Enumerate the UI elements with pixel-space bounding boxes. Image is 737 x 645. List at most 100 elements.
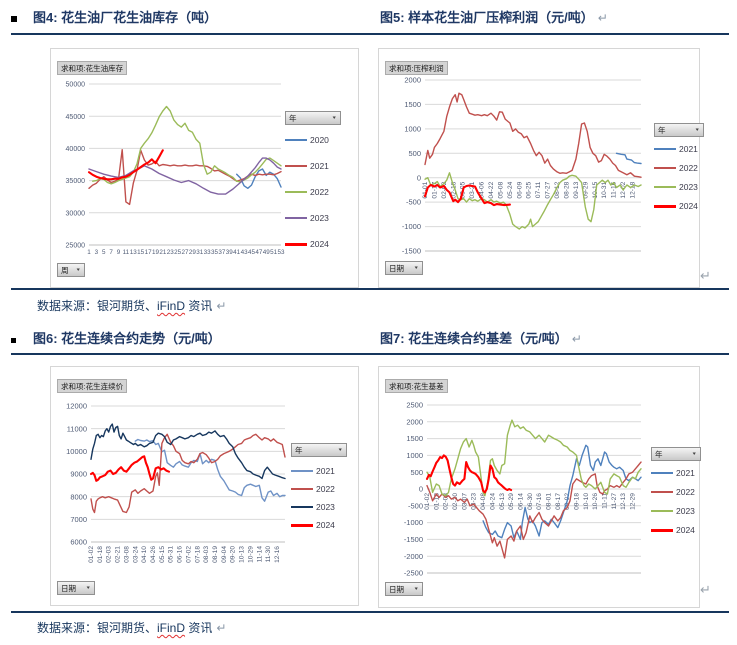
- legend-line-swatch: [651, 528, 673, 532]
- y-axis-tick-label: 2500: [406, 401, 423, 410]
- pivot-field-button[interactable]: 求和项:压榨利润: [385, 61, 448, 75]
- x-axis-tick-label: 33: [204, 249, 212, 256]
- paragraph-return-icon: ↵: [700, 268, 711, 283]
- y-axis-tick-label: -1000: [402, 222, 421, 231]
- data-source-line: 数据来源：银河期货、iFinD 资讯 ↵: [37, 297, 226, 314]
- data-source-line: 数据来源：银河期货、iFinD 资讯 ↵: [37, 619, 226, 636]
- x-axis-tick-label: 53: [277, 249, 285, 256]
- legend-field-button[interactable]: 年 ▼: [285, 111, 341, 125]
- legend-line-swatch: [654, 148, 676, 150]
- legend-label: 2021: [679, 144, 698, 154]
- x-axis-tick-label: 06-09: [516, 181, 523, 198]
- x-axis-tick-label: 07-27: [545, 181, 552, 198]
- series-line-2021: [134, 438, 286, 502]
- y-axis-tick-label: -500: [408, 501, 423, 510]
- series-line-2023: [88, 157, 282, 195]
- legend-label: 2024: [679, 201, 698, 211]
- legend-item-2020: 2020: [285, 135, 329, 145]
- y-axis-tick-label: 0: [417, 173, 421, 182]
- axis-field-button[interactable]: 日期 ▼: [385, 582, 423, 596]
- x-axis-tick-label: 05-31: [168, 546, 175, 563]
- x-axis-tick-label: 3: [95, 249, 99, 256]
- series-line-2023: [426, 419, 642, 497]
- x-axis-tick-label: 19: [152, 249, 160, 256]
- pivot-field-button[interactable]: 求和项:花生连续价: [57, 379, 128, 393]
- x-axis-tick-label: 1: [87, 249, 91, 256]
- legend-label: 2024: [310, 239, 329, 249]
- x-axis-tick-label: 11: [123, 249, 130, 256]
- series-line-2022: [90, 433, 286, 514]
- y-axis-tick-label: 2000: [406, 417, 423, 426]
- chart-canvas: 2000 1500 1000 500 0 -500 -1000 -1500 01-01 01-17…: [402, 76, 642, 256]
- x-axis-tick-label: 11-16: [611, 181, 618, 198]
- x-axis-tick-label: 31: [196, 249, 204, 256]
- legend-line-swatch: [291, 470, 313, 472]
- x-axis-tick-label: 21: [159, 249, 167, 256]
- pivot-field-button[interactable]: 求和项:花生基差: [385, 379, 448, 393]
- section-rule: [11, 288, 729, 290]
- legend-item-2022: 2022: [651, 487, 695, 497]
- x-axis-tick-label: 07-18: [194, 546, 201, 563]
- axis-field-button[interactable]: 日期 ▼: [57, 581, 95, 595]
- x-axis-tick-label: 04-26: [150, 546, 157, 563]
- figure4-title: 图4: 花生油厂花生油库存（吨）: [33, 7, 217, 26]
- y-axis-tick-label: 1000: [406, 451, 423, 460]
- figure6-title-text: 图6: 花生连续合约走势（元/吨）: [33, 331, 221, 346]
- pivot-field-label: 求和项:花生油库存: [61, 63, 124, 73]
- legend-label: 2024: [316, 520, 335, 530]
- dropdown-arrow-icon: ▼: [691, 451, 697, 457]
- x-axis-tick-label: 09-13: [573, 181, 580, 198]
- x-axis-tick-label: 11-11: [602, 493, 609, 509]
- y-axis-tick-label: 1000: [404, 124, 421, 133]
- legend-field-button[interactable]: 年 ▼: [651, 447, 701, 461]
- legend-label: 2020: [310, 135, 329, 145]
- x-axis-tick-label: 05-08: [497, 181, 504, 198]
- legend-item-2024: 2024: [651, 525, 695, 535]
- legend-line-swatch: [291, 523, 313, 527]
- axis-field-button[interactable]: 周 ▼: [57, 263, 85, 277]
- chart-contract-price: 12000 11000 10000 9000 8000 7000 6000 01-02 01-1…: [50, 366, 359, 606]
- x-axis-tick-label: 10-31: [601, 181, 608, 198]
- legend-item-2024: 2024: [291, 520, 335, 530]
- chart-peanut-oil-inventory: 50000 45000 40000 35000 30000 25000 1 3 5 7 9 11 13 1…: [50, 48, 359, 288]
- series-line-2022: [426, 461, 642, 559]
- y-axis-tick-label: 500: [410, 468, 423, 477]
- legend-field-button[interactable]: 年 ▼: [654, 123, 704, 137]
- x-axis-tick-label: 05-29: [508, 493, 515, 510]
- series-line-2024: [423, 183, 511, 207]
- series-line-2021: [482, 444, 642, 541]
- data-source-suffix: 资讯: [185, 299, 213, 313]
- legend-line-swatch: [285, 165, 307, 167]
- y-axis-tick-label: 500: [408, 149, 421, 158]
- x-axis-tick-label: 49: [263, 249, 271, 256]
- title-rule: [11, 33, 729, 35]
- y-axis-tick-label: 25000: [66, 243, 86, 250]
- legend-item-2021: 2021: [654, 144, 698, 154]
- x-axis-tick-label: 01-18: [433, 493, 440, 510]
- legend-line-swatch: [651, 472, 673, 474]
- x-axis-tick-label: 5: [102, 249, 106, 256]
- data-source-suffix: 资讯: [185, 621, 213, 635]
- legend-field-button[interactable]: 年 ▼: [291, 443, 347, 457]
- y-axis-tick-label: -2500: [404, 569, 423, 578]
- x-axis-tick-label: 04-22: [488, 181, 495, 198]
- pivot-field-button[interactable]: 求和项:花生油库存: [57, 61, 128, 75]
- x-axis-tick-label: 04-08: [480, 493, 487, 510]
- y-axis-tick-label: 6000: [70, 538, 87, 547]
- legend-item-2021: 2021: [285, 161, 329, 171]
- y-axis-tick-label: 7000: [70, 515, 87, 524]
- legend-label: 2022: [310, 187, 329, 197]
- x-axis-tick-label: 03-24: [132, 546, 139, 563]
- legend-item-2022: 2022: [654, 163, 698, 173]
- title-rule: [11, 353, 729, 355]
- pivot-field-label: 求和项:花生基差: [389, 381, 444, 391]
- legend-field-label: 年: [658, 125, 666, 135]
- axis-field-label: 周: [61, 265, 69, 275]
- paragraph-return-icon: ↵: [216, 621, 227, 635]
- x-axis-tick-label: 10-13: [239, 546, 246, 563]
- x-axis-tick-label: 08-12: [554, 181, 561, 198]
- legend-label: 2023: [316, 502, 335, 512]
- axis-field-button[interactable]: 日期 ▼: [385, 261, 423, 275]
- x-axis-tick-label: 25: [174, 249, 182, 256]
